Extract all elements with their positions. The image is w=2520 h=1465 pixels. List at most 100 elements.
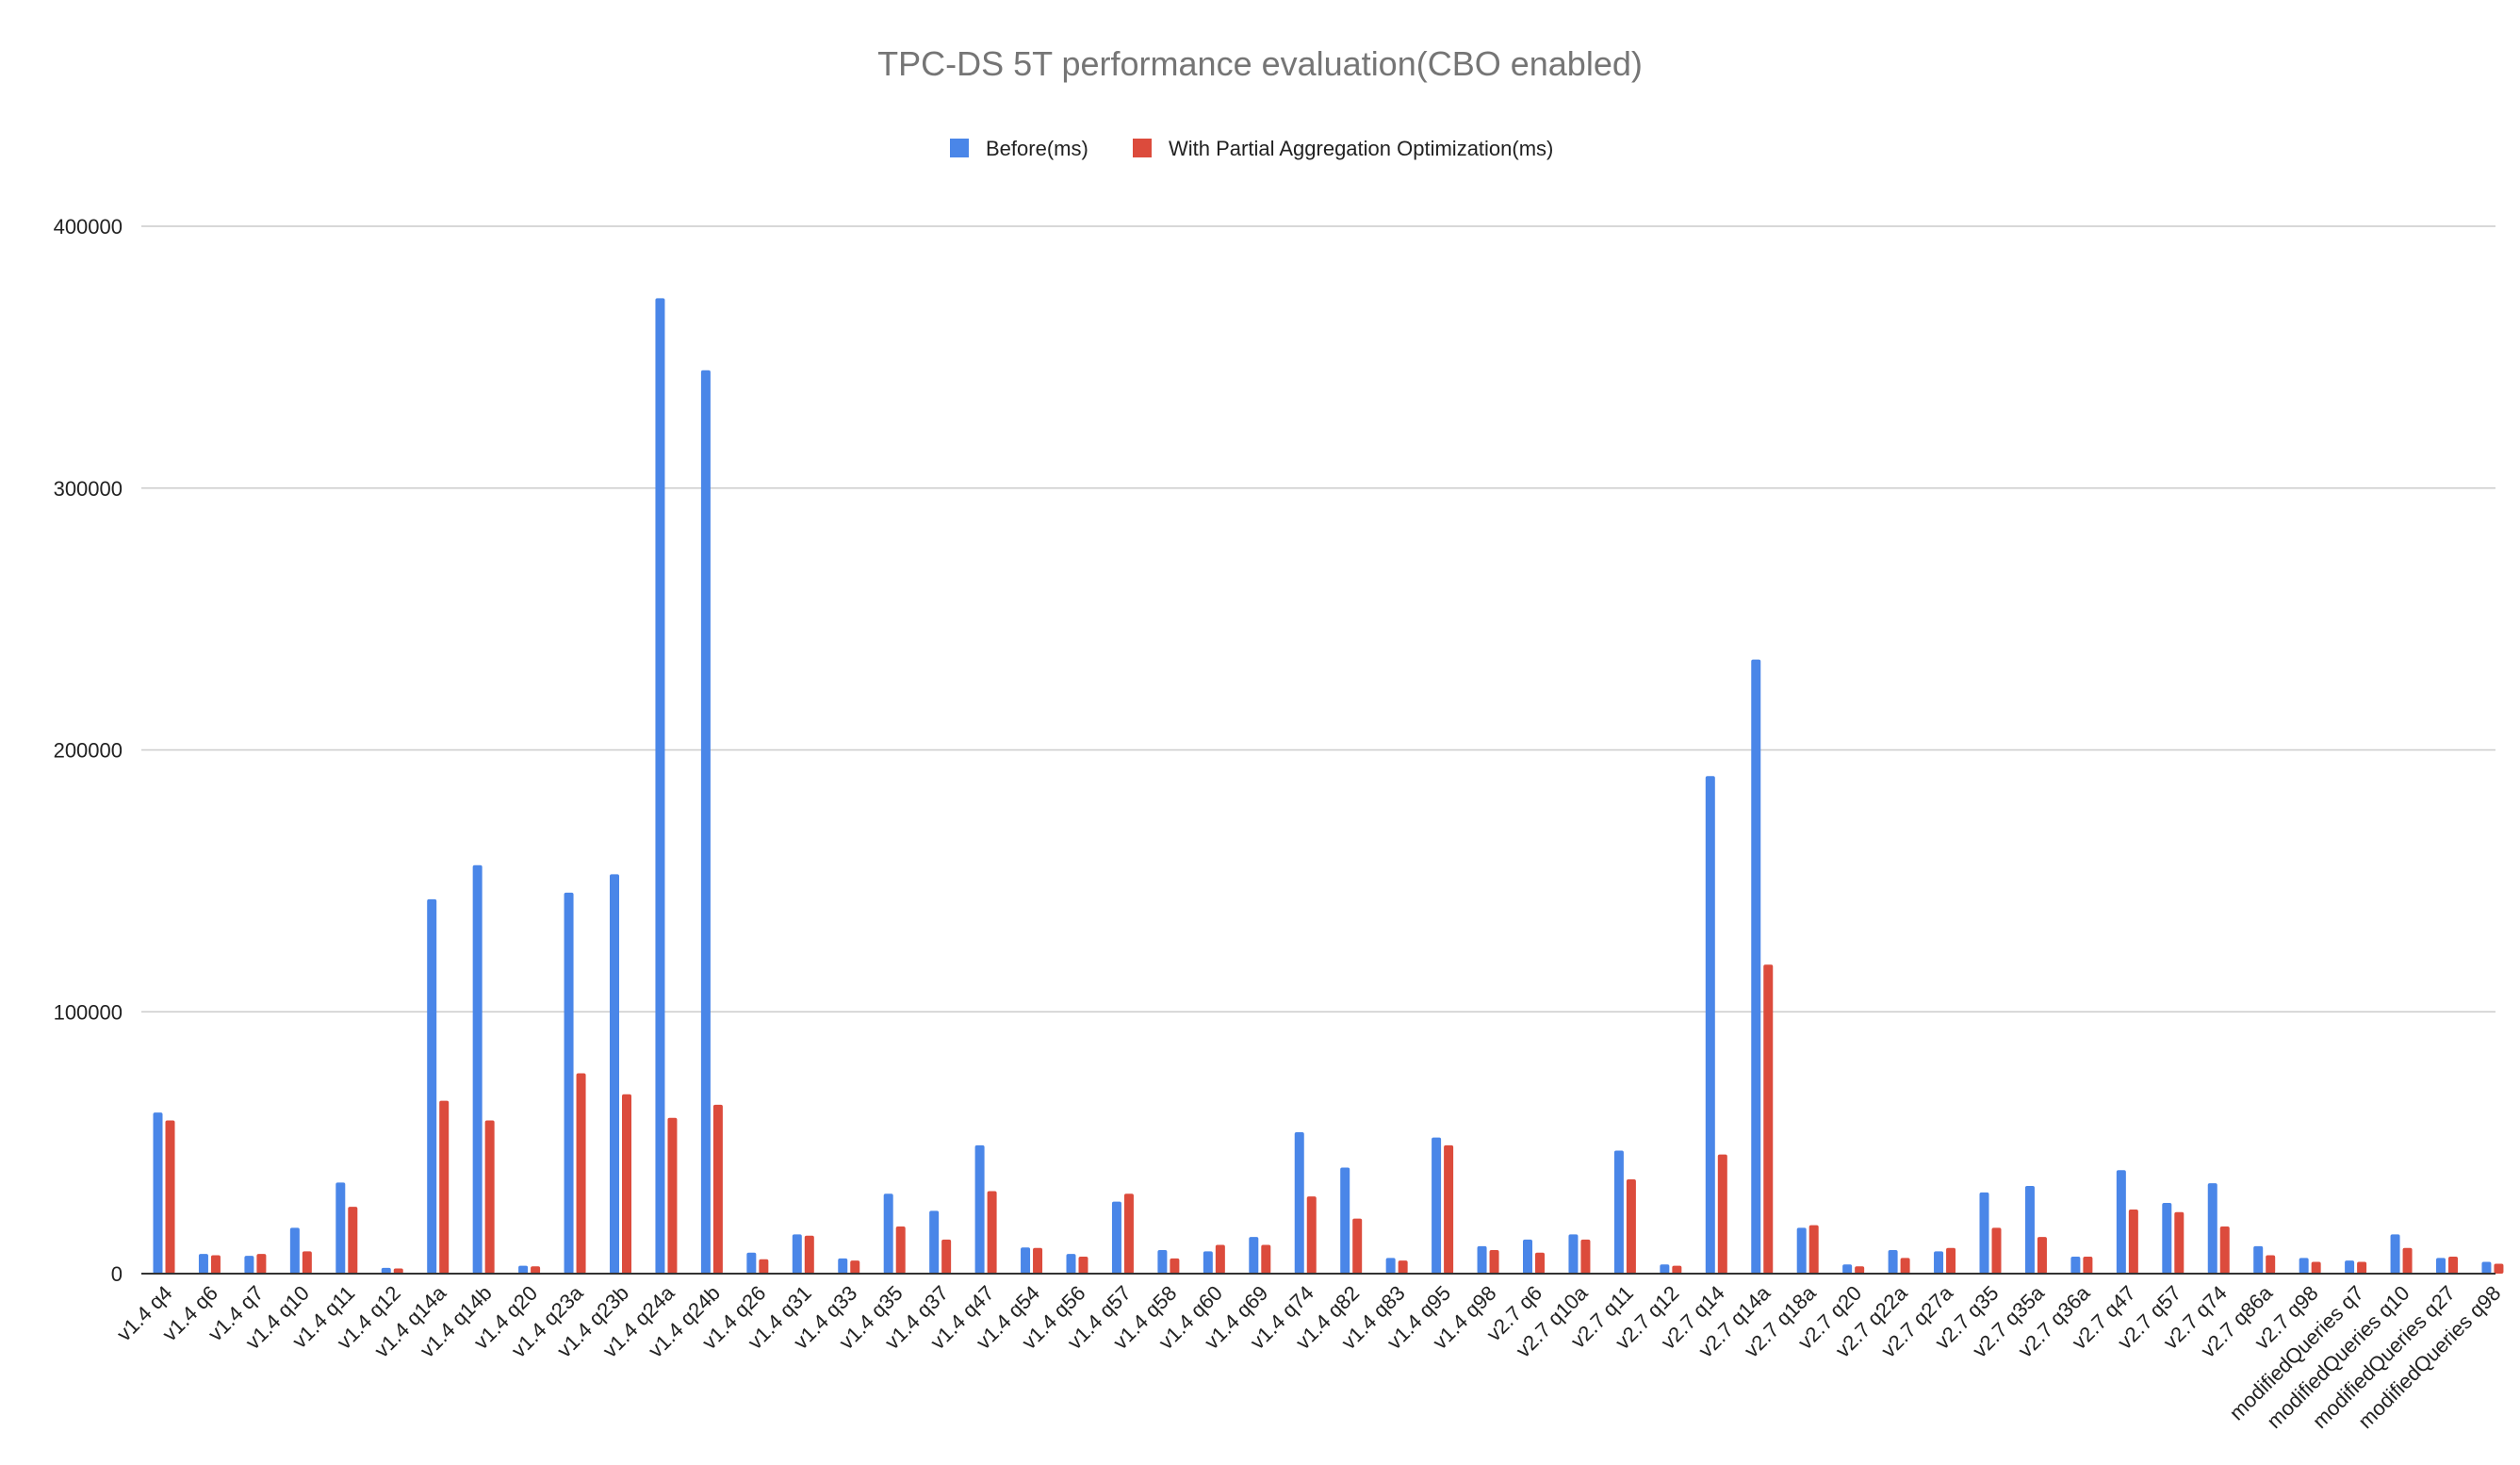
bar-before — [1294, 1132, 1304, 1274]
legend: Before(ms) With Partial Aggregation Opti… — [950, 137, 1553, 160]
bar-after — [1763, 964, 1774, 1274]
bar-before — [198, 1254, 208, 1274]
bar-after — [2494, 1263, 2504, 1274]
bar-before — [1111, 1201, 1121, 1274]
y-tick-label: 300000 — [54, 477, 123, 501]
bar-before — [974, 1144, 985, 1274]
bar-after — [2402, 1247, 2413, 1274]
bar-before — [244, 1256, 254, 1274]
bar-after — [2311, 1261, 2321, 1274]
bars — [153, 298, 2504, 1275]
bar-before — [2024, 1185, 2035, 1274]
bar-after — [1261, 1244, 1271, 1274]
bar-after — [165, 1120, 175, 1274]
bar-before — [2162, 1203, 2172, 1274]
bar-after — [667, 1117, 678, 1274]
bar-before — [1203, 1251, 1213, 1274]
bar-after — [393, 1268, 403, 1274]
bar-after — [1900, 1258, 1910, 1274]
bar-before — [472, 864, 483, 1274]
bar-before — [1477, 1245, 1487, 1274]
bar-before — [1979, 1192, 1989, 1274]
bar-before — [1249, 1237, 1259, 1274]
bar-before — [335, 1182, 346, 1274]
bar-before — [427, 898, 437, 1274]
bar-after — [439, 1100, 450, 1274]
legend-swatch-before — [950, 139, 969, 157]
bar-before — [746, 1252, 757, 1274]
bar-after — [2357, 1261, 2367, 1274]
bar-before — [2436, 1258, 2446, 1274]
bar-after — [1078, 1256, 1088, 1274]
bar-before — [2481, 1261, 2492, 1274]
bar-after — [1808, 1225, 1819, 1274]
bar-after — [256, 1254, 267, 1274]
bar-before — [1340, 1167, 1350, 1274]
bar-after — [1444, 1144, 1454, 1274]
y-tick-label: 0 — [111, 1262, 123, 1286]
bar-before — [2390, 1234, 2400, 1274]
bar-after — [622, 1094, 631, 1274]
bar-before — [1157, 1250, 1168, 1274]
bar-before — [153, 1112, 163, 1274]
bar-after — [1946, 1247, 1956, 1274]
bar-before — [1842, 1264, 1853, 1274]
bar-before — [1066, 1254, 1076, 1274]
bar-after — [987, 1191, 997, 1274]
bar-before — [518, 1265, 529, 1274]
bar-before — [1751, 659, 1761, 1274]
bar-before — [1796, 1227, 1807, 1274]
bar-after — [941, 1239, 952, 1274]
bar-after — [712, 1104, 723, 1274]
bar-after — [1855, 1266, 1865, 1274]
bar-after — [804, 1235, 814, 1274]
bar-before — [2345, 1260, 2355, 1274]
bar-after — [1489, 1250, 1499, 1274]
y-tick-label: 200000 — [54, 739, 123, 763]
bar-before — [1613, 1150, 1624, 1274]
bar-before — [381, 1267, 391, 1274]
bar-before — [2253, 1245, 2264, 1274]
bar-before — [929, 1210, 940, 1274]
bar-after — [2174, 1211, 2185, 1274]
bar-before — [792, 1234, 802, 1274]
bar-before — [1523, 1239, 1532, 1274]
bar-after — [531, 1266, 541, 1274]
bar-after — [1123, 1193, 1134, 1274]
bar-after — [210, 1255, 221, 1274]
bar-after — [850, 1260, 860, 1274]
bar-before — [838, 1258, 848, 1274]
bar-after — [2266, 1255, 2276, 1274]
bar-after — [302, 1251, 312, 1274]
bar-before — [2299, 1258, 2309, 1274]
y-axis-ticks: 0 100000 200000 300000 400000 — [54, 215, 123, 1286]
bar-before — [1660, 1264, 1670, 1274]
bar-after — [1306, 1196, 1317, 1274]
bar-before — [289, 1227, 300, 1274]
bar-before — [1568, 1234, 1579, 1274]
bar-before — [1021, 1247, 1031, 1274]
y-tick-label: 100000 — [54, 1000, 123, 1024]
legend-label-after: With Partial Aggregation Optimization(ms… — [1169, 137, 1553, 160]
bar-after — [895, 1226, 906, 1274]
bar-before — [1705, 776, 1715, 1274]
bar-after — [1535, 1252, 1545, 1274]
chart-title: TPC-DS 5T performance evaluation(CBO ena… — [877, 44, 1643, 83]
bar-after — [1398, 1260, 1408, 1274]
bar-after — [1215, 1244, 1225, 1274]
bar-after — [576, 1073, 586, 1274]
bar-after — [1717, 1154, 1727, 1274]
bar-after — [2219, 1226, 2230, 1274]
gridlines — [141, 225, 2495, 1012]
bar-after — [484, 1120, 495, 1274]
bar-after — [759, 1259, 769, 1274]
bar-after — [1170, 1258, 1180, 1274]
bar-before — [883, 1193, 893, 1274]
bar-before — [564, 892, 574, 1274]
bar-after — [2448, 1256, 2458, 1274]
bar-before — [1385, 1258, 1396, 1274]
bar-after — [1352, 1218, 1363, 1274]
bar-before — [1888, 1250, 1898, 1274]
bar-before — [655, 298, 665, 1275]
